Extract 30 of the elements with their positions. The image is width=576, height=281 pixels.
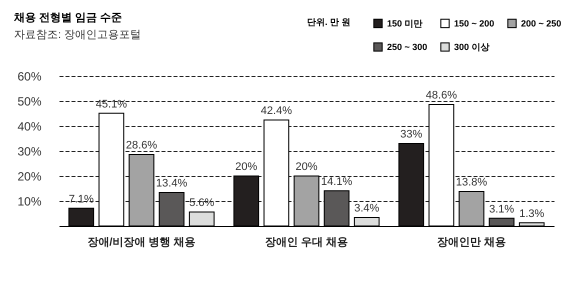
data-label: 42.4% bbox=[260, 105, 292, 117]
legend-label: 250 ~ 300 bbox=[387, 42, 428, 52]
x-tick-label: 장애/비장애 병행 채용 bbox=[87, 236, 196, 248]
data-label: 20% bbox=[235, 161, 258, 173]
y-tick-label: 30% bbox=[17, 144, 42, 158]
x-tick-label: 장애인만 채용 bbox=[436, 236, 506, 248]
y-tick-label: 40% bbox=[17, 120, 42, 134]
data-label: 13.8% bbox=[456, 176, 488, 188]
data-label: 3.1% bbox=[489, 203, 514, 216]
x-tick-label: 장애인 우대 채용 bbox=[264, 236, 348, 248]
data-label: 28.6% bbox=[126, 140, 158, 152]
data-label: 33% bbox=[400, 128, 422, 140]
data-label: 45.1% bbox=[96, 98, 128, 110]
data-label: 1.3% bbox=[519, 208, 544, 220]
legend-label: 300 이상 bbox=[454, 42, 490, 52]
data-label: 48.6% bbox=[426, 90, 458, 102]
legend-label: 200 ~ 250 bbox=[521, 18, 562, 28]
legend-label: 150 ~ 200 bbox=[454, 18, 494, 28]
chart-title: 채용 전형별 임금 수준 bbox=[13, 12, 122, 24]
y-tick-label: 10% bbox=[17, 194, 42, 208]
legend-label: 150 미만 bbox=[387, 18, 423, 28]
y-tick-label: 60% bbox=[17, 70, 42, 84]
legend-title: 단위. 만 원 bbox=[307, 17, 351, 27]
data-label: 13.4% bbox=[156, 178, 188, 190]
chart-subtitle: 자료참조: 장애인고용포털 bbox=[14, 29, 142, 41]
y-tick-label: 50% bbox=[17, 94, 42, 108]
y-tick-label: 20% bbox=[17, 170, 42, 184]
data-label: 20% bbox=[295, 161, 318, 173]
data-label: 14.1% bbox=[321, 176, 352, 188]
data-label: 3.4% bbox=[354, 202, 380, 214]
